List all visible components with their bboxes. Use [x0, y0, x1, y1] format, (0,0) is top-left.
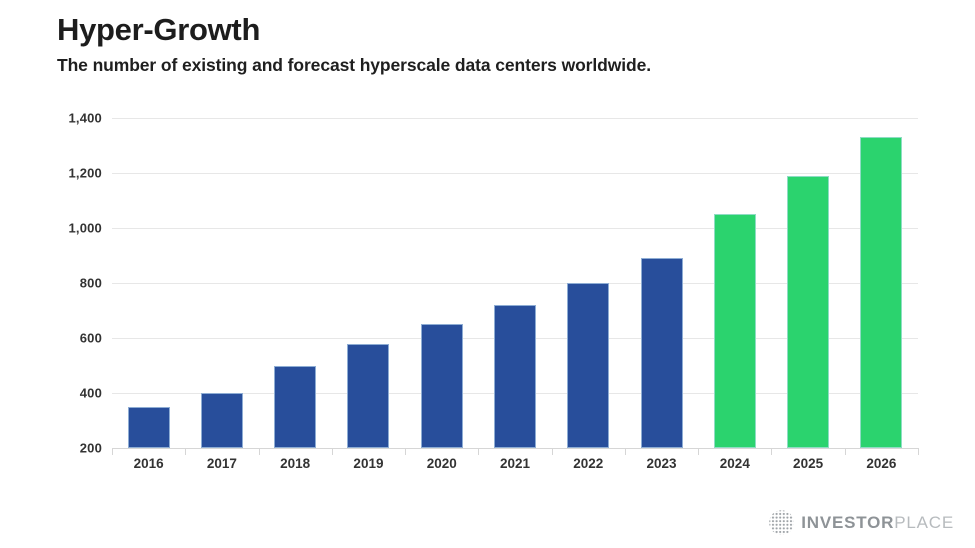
y-axis-label-800: 800: [79, 275, 102, 291]
x-axis-tick: [624, 448, 626, 455]
x-axis-label-2023: 2023: [646, 456, 677, 471]
chart-title: Hyper-Growth: [57, 12, 261, 47]
x-axis: 2016 2017 2018 2019 2020 2021 2022 2023 2024 2025…: [112, 456, 918, 476]
x-axis-tick: [844, 448, 846, 455]
x-axis-tick: [405, 448, 407, 455]
bar-2018: [274, 365, 317, 448]
logo-text-secondary: PLACE: [894, 512, 954, 532]
x-axis-label-2026: 2026: [866, 456, 897, 471]
x-axis-tick: [331, 448, 333, 455]
gridline-1200: [112, 173, 918, 174]
x-axis-tick: [112, 448, 113, 455]
x-axis-label-2020: 2020: [426, 456, 457, 471]
x-axis-tick: [478, 448, 480, 455]
gridline-800: [112, 283, 918, 284]
bar-2021: [494, 305, 536, 448]
bar-2025: [787, 175, 830, 448]
y-axis-label-600: 600: [79, 330, 102, 346]
bar-2017: [200, 393, 243, 448]
bar-2016: [127, 406, 170, 448]
x-axis-label-2021: 2021: [499, 456, 531, 471]
gridline-1000: [112, 228, 918, 229]
y-axis-label-400: 400: [79, 385, 102, 401]
bar-2019: [347, 343, 390, 448]
x-axis-tick: [771, 448, 773, 455]
x-axis-label-2025: 2025: [793, 456, 824, 471]
logo-text: INVESTORPLACE: [801, 513, 954, 533]
investorplace-logo: INVESTORPLACE: [768, 509, 954, 536]
bar-2024: [713, 214, 756, 448]
x-axis-label-2018: 2018: [280, 456, 311, 471]
x-axis-label-2024: 2024: [719, 456, 750, 471]
dotted-globe-icon: [769, 510, 795, 535]
x-axis-line: [112, 448, 918, 449]
y-axis-label-1200: 1,200: [68, 165, 102, 181]
x-axis-tick: [698, 448, 700, 455]
y-axis-label-200: 200: [79, 440, 102, 456]
bar-2022: [567, 283, 610, 448]
x-axis-tick: [551, 448, 553, 455]
bar-2026: [860, 137, 903, 448]
y-axis-label-1000: 1,000: [68, 220, 102, 236]
x-axis-tick: [918, 448, 919, 455]
chart-header: Hyper-Growth The number of existing and …: [57, 12, 651, 76]
chart-subtitle: The number of existing and forecast hype…: [57, 54, 651, 75]
logo-text-primary: INVESTOR: [801, 512, 895, 532]
x-axis-label-2022: 2022: [573, 456, 604, 471]
x-axis-tick: [185, 448, 187, 455]
bar-2020: [420, 324, 463, 448]
y-axis: 1,400 1,200 1,000 800 600 400 200: [0, 111, 102, 456]
x-axis-label-2016: 2016: [133, 456, 164, 471]
x-axis-label-2019: 2019: [353, 456, 384, 471]
gridline-1400: [112, 118, 918, 119]
x-axis-label-2017: 2017: [206, 456, 237, 471]
bar-2023: [640, 258, 683, 448]
plot-area: [112, 118, 919, 455]
x-axis-tick: [258, 448, 260, 455]
y-axis-label-1400: 1,400: [68, 110, 102, 126]
